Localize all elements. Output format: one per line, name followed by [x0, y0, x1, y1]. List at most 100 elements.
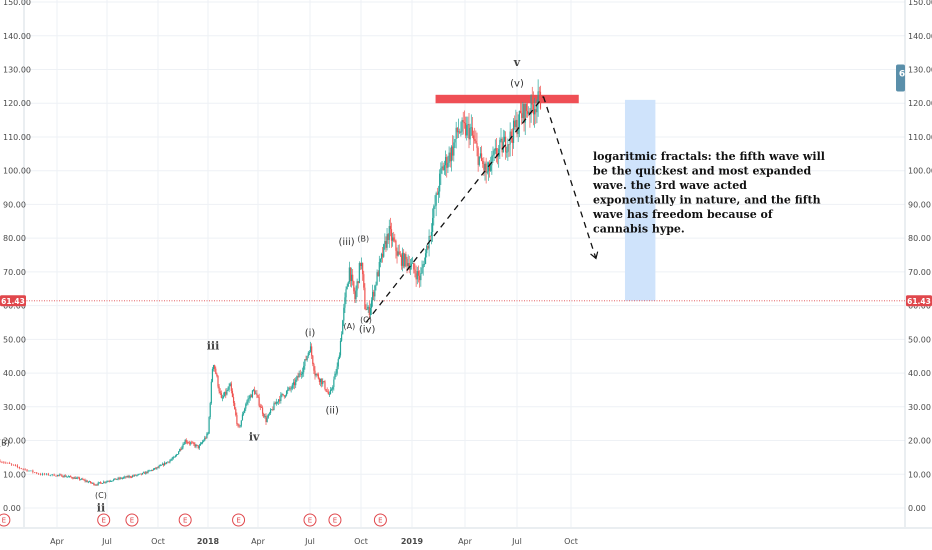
- candle-body: [452, 146, 454, 156]
- earnings-marker-icon[interactable]: E: [328, 513, 342, 527]
- svg-text:E: E: [236, 517, 240, 525]
- earnings-marker-icon[interactable]: E: [303, 513, 317, 527]
- candle-body: [378, 262, 380, 277]
- right-axis-tick: 150.00: [908, 0, 932, 7]
- candle-body: [480, 153, 483, 162]
- candle-body: [162, 463, 165, 466]
- candle-body: [41, 473, 44, 475]
- candle-body: [506, 151, 508, 153]
- candle-body: [141, 472, 144, 475]
- candle-body: [249, 395, 251, 399]
- candle-body: [150, 469, 152, 471]
- candle-body: [477, 147, 479, 165]
- candle-body: [298, 373, 300, 378]
- candle-body: [192, 442, 194, 444]
- candle-body: [534, 109, 536, 115]
- candle-body: [237, 423, 239, 426]
- side-badge: [896, 64, 905, 92]
- candle-body: [139, 473, 141, 475]
- candle-body: [154, 467, 156, 470]
- candle-body: [188, 442, 191, 444]
- candle-body: [155, 467, 157, 469]
- candle-body: [34, 472, 36, 474]
- candle-body: [219, 391, 221, 394]
- candle-body: [207, 433, 209, 435]
- candle-body: [0, 460, 1, 463]
- candle-body: [454, 139, 456, 143]
- candle-body: [476, 143, 478, 148]
- candle-body: [263, 413, 265, 417]
- candle-body: [350, 274, 353, 282]
- candle-body: [395, 240, 397, 251]
- candle-body: [441, 166, 443, 169]
- earnings-marker-icon[interactable]: E: [125, 513, 139, 527]
- left-axis-tick: 90.00: [3, 200, 26, 209]
- candle-body: [145, 471, 147, 474]
- candle-body: [443, 165, 445, 171]
- left-axis-tick: 70.00: [3, 268, 26, 277]
- right-axis-tick: 10.00: [908, 470, 931, 479]
- left-price-axis[interactable]: 0.0010.0020.0030.0040.0050.0060.0070.008…: [3, 0, 31, 513]
- candle-body: [346, 286, 348, 290]
- candle-body: [333, 379, 335, 387]
- candle-body: [407, 263, 409, 267]
- candle-body: [439, 173, 441, 192]
- candle-body: [247, 399, 249, 402]
- candle-body: [252, 389, 255, 391]
- left-axis-tick: 110.00: [3, 133, 31, 142]
- candle-body: [205, 437, 207, 439]
- candle-body: [292, 382, 295, 385]
- projection-layer: [24, 94, 905, 302]
- earnings-marker-icon[interactable]: E: [232, 513, 246, 527]
- candle-body: [384, 241, 386, 245]
- left-axis-tick: 30.00: [3, 403, 26, 412]
- earnings-marker-icon[interactable]: E: [0, 513, 11, 527]
- candle-body: [236, 415, 238, 424]
- candle-body: [396, 250, 398, 256]
- candle-body: [94, 484, 96, 486]
- grid-lines: [0, 0, 932, 529]
- time-axis[interactable]: Apr Jul Oct 2018 Apr Jul Oct 2019 Apr Jul Oct: [50, 537, 578, 546]
- candle-body: [494, 148, 496, 151]
- right-axis-tick: 80.00: [908, 234, 931, 243]
- candle-body: [394, 240, 396, 242]
- earnings-marker-icon[interactable]: E: [97, 513, 111, 527]
- candle-body: [115, 478, 117, 480]
- candle-body: [349, 267, 352, 282]
- candle-body: [491, 155, 493, 166]
- candle-body: [70, 476, 72, 478]
- candle-body: [369, 308, 372, 316]
- candle-body: [266, 417, 268, 422]
- candle-body: [469, 127, 471, 140]
- candle-body: [282, 393, 284, 396]
- candle-body: [64, 475, 66, 477]
- candle-body: [273, 403, 275, 410]
- candle-body: [424, 253, 427, 264]
- left-axis-tick: 50.00: [3, 335, 26, 344]
- candle-body: [511, 138, 514, 143]
- right-axis-tick: 120.00: [908, 99, 932, 108]
- candle-body: [324, 381, 326, 390]
- candle-body: [456, 127, 458, 133]
- candle-body: [123, 477, 125, 479]
- candle-body: [51, 474, 53, 476]
- candle-body: [347, 282, 349, 287]
- candle-body: [436, 193, 438, 195]
- right-price-axis[interactable]: 0.0010.0020.0030.0040.0050.0060.0070.008…: [908, 0, 932, 513]
- candle-body: [403, 252, 405, 267]
- candle-body: [343, 307, 345, 321]
- candle-body: [197, 445, 199, 449]
- candle-body: [158, 466, 160, 468]
- earnings-marker-icon[interactable]: E: [373, 513, 387, 527]
- candle-body: [525, 104, 527, 112]
- candle-body: [232, 397, 235, 403]
- candle-body: [69, 476, 71, 477]
- earnings-marker-icon[interactable]: E: [178, 513, 192, 527]
- candle-body: [422, 264, 424, 268]
- candle-body: [190, 442, 192, 444]
- candle-body: [417, 271, 420, 276]
- candle-body: [208, 416, 210, 434]
- candle-body: [487, 162, 490, 172]
